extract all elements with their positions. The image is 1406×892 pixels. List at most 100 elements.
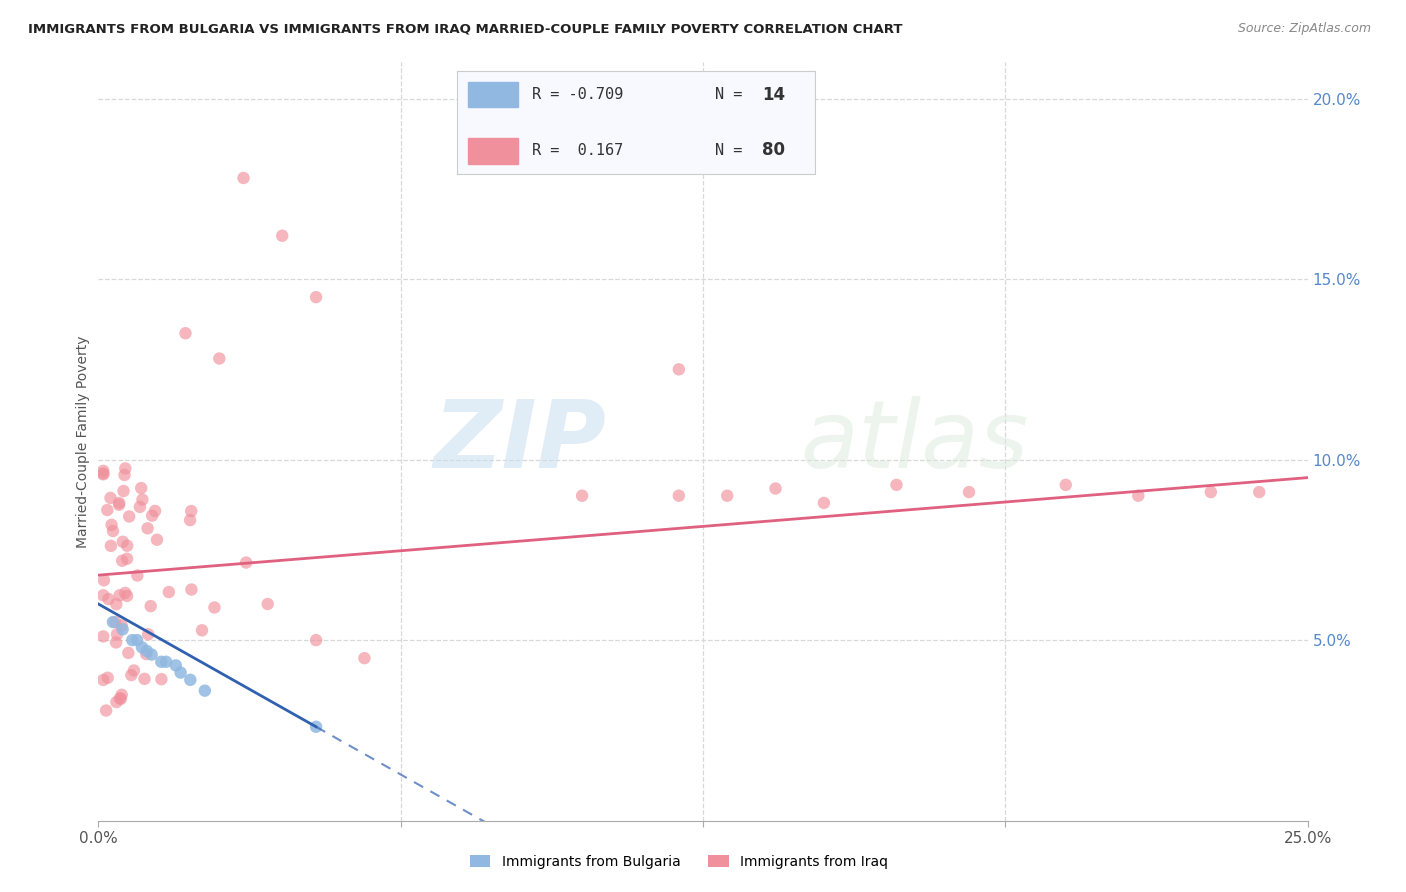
Point (174, 326, 197, 341)
Text: Source: ZipAtlas.com: Source: ZipAtlas.com (1237, 22, 1371, 36)
Point (716, 489, 738, 503)
Point (100, 517, 122, 532)
Y-axis label: Married-Couple Family Poverty: Married-Couple Family Poverty (76, 335, 90, 548)
Point (110, 692, 132, 706)
Point (141, 508, 163, 523)
Point (150, 655, 173, 669)
Point (122, 664, 145, 678)
Point (111, 534, 134, 549)
Point (100, 491, 122, 505)
Point (180, 582, 202, 597)
Point (100, 539, 122, 553)
Point (115, 589, 138, 603)
Point (136, 627, 159, 641)
Point (146, 533, 169, 547)
Point (194, 683, 217, 698)
Point (108, 691, 131, 706)
Text: atlas: atlas (800, 396, 1028, 487)
Point (204, 600, 226, 615)
Point (150, 672, 173, 686)
Point (179, 513, 201, 527)
Point (111, 622, 134, 636)
Text: N =: N = (716, 87, 752, 103)
Point (91, 467, 114, 482)
Point (179, 673, 201, 687)
Point (1054, 478, 1077, 492)
Point (127, 633, 149, 648)
Text: R =  0.167: R = 0.167 (533, 143, 623, 158)
Point (135, 647, 157, 661)
Bar (468, 138, 517, 163)
Text: IMMIGRANTS FROM BULGARIA VS IMMIGRANTS FROM IRAQ MARRIED-COUPLE FAMILY POVERTY C: IMMIGRANTS FROM BULGARIA VS IMMIGRANTS F… (28, 22, 903, 36)
Point (91, 673, 114, 687)
Point (91, 467, 114, 481)
Point (305, 720, 328, 734)
Point (305, 633, 328, 648)
Point (105, 627, 128, 641)
Point (118, 509, 141, 524)
Point (104, 615, 127, 629)
Point (105, 695, 128, 709)
Point (813, 496, 835, 510)
Point (139, 599, 162, 613)
Point (91, 629, 114, 643)
Point (93, 574, 115, 588)
Point (108, 496, 131, 510)
Bar (468, 81, 517, 107)
Point (131, 640, 153, 655)
Point (105, 597, 128, 611)
Point (131, 492, 153, 507)
Point (134, 672, 156, 686)
Text: 14: 14 (762, 86, 785, 104)
Point (155, 655, 177, 669)
Point (180, 504, 202, 518)
Point (111, 688, 134, 702)
Point (111, 618, 134, 632)
Point (668, 489, 690, 503)
Point (96, 503, 118, 517)
Point (114, 461, 136, 475)
Point (111, 554, 134, 568)
Point (135, 644, 157, 658)
Point (120, 668, 142, 682)
Text: ZIP: ZIP (433, 395, 606, 488)
Point (571, 489, 593, 503)
Point (101, 524, 124, 538)
Point (91, 464, 114, 478)
Point (136, 521, 159, 535)
Point (886, 478, 908, 492)
Point (129, 481, 152, 495)
Point (957, 485, 980, 500)
Point (165, 658, 187, 673)
Point (668, 362, 690, 376)
Text: R = -0.709: R = -0.709 (533, 87, 623, 103)
Point (97, 671, 120, 685)
Point (353, 651, 375, 665)
Point (105, 635, 128, 649)
Point (115, 539, 138, 553)
Point (108, 498, 131, 512)
Point (271, 228, 294, 243)
Point (115, 551, 138, 566)
Point (112, 483, 135, 498)
Point (1128, 489, 1150, 503)
Point (117, 646, 139, 660)
Point (91, 588, 114, 602)
Point (765, 482, 787, 496)
Point (141, 648, 163, 662)
Point (256, 597, 278, 611)
Text: N =: N = (716, 143, 752, 158)
Point (114, 467, 136, 482)
Point (157, 585, 180, 599)
Point (169, 665, 191, 680)
Point (208, 351, 231, 366)
Point (305, 290, 328, 304)
Point (128, 500, 150, 514)
Point (108, 588, 131, 602)
Legend: Immigrants from Bulgaria, Immigrants from Iraq: Immigrants from Bulgaria, Immigrants fro… (464, 849, 894, 874)
Point (1199, 485, 1222, 500)
Point (143, 504, 166, 518)
Point (235, 556, 257, 570)
Point (114, 586, 136, 600)
Point (94, 704, 117, 718)
